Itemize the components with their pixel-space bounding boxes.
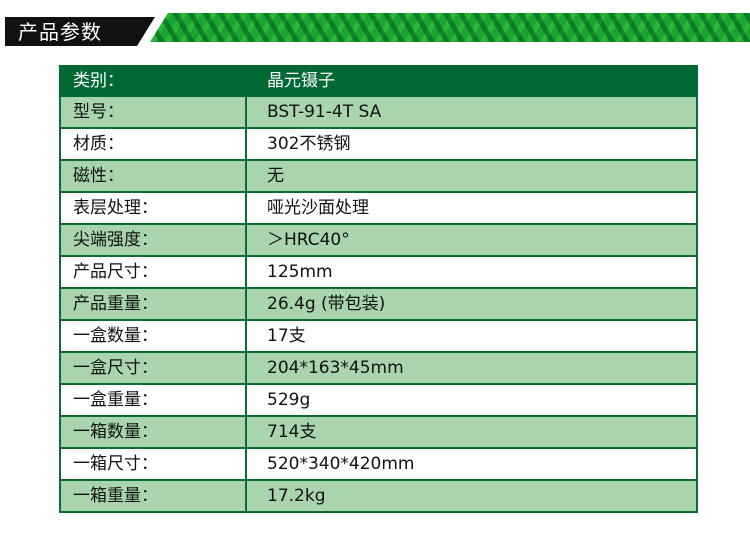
spec-value: 哑光沙面处理 <box>245 191 698 225</box>
table-row: 一盒数量： 17支 <box>59 319 698 353</box>
table-row: 一箱数量： 714支 <box>59 415 698 449</box>
section-title: 产品参数 <box>18 20 102 44</box>
spec-value: 302不锈钢 <box>245 127 698 161</box>
spec-label: 一盒重量： <box>59 383 247 417</box>
decorative-pattern-band <box>150 13 750 42</box>
spec-value: 204*163*45mm <box>245 351 698 385</box>
spec-value: 无 <box>245 159 698 193</box>
spec-label: 一箱重量： <box>59 479 247 513</box>
spec-value: 714支 <box>245 415 698 449</box>
spec-label: 磁性： <box>59 159 247 193</box>
header-label: 类别： <box>59 65 247 97</box>
table-row: 一箱尺寸： 520*340*420mm <box>59 447 698 481</box>
spec-value: 529g <box>245 383 698 417</box>
table-row: 尖端强度： ＞HRC40° <box>59 223 698 257</box>
spec-label: 型号： <box>59 95 247 129</box>
spec-label: 一盒尺寸： <box>59 351 247 385</box>
section-title-bar <box>5 17 155 46</box>
product-spec-table: 类别： 晶元镊子 型号： BST-91-4T SA 材质： 302不锈钢 磁性：无表层处… <box>59 65 698 513</box>
spec-value: 26.4g (带包装) <box>245 287 698 321</box>
spec-label: 尖端强度： <box>59 223 247 257</box>
spec-label: 一箱数量： <box>59 415 247 449</box>
table-row: 表层处理： 哑光沙面处理 <box>59 191 698 225</box>
table-row: 一盒重量： 529g <box>59 383 698 417</box>
table-row: 磁性：无 <box>59 159 698 193</box>
header-value: 晶元镊子 <box>245 65 698 97</box>
spec-label: 表层处理： <box>59 191 247 225</box>
spec-value: 17.2kg <box>245 479 698 513</box>
table-row: 型号： BST-91-4T SA <box>59 95 698 129</box>
spec-value: BST-91-4T SA <box>245 95 698 129</box>
spec-value: 125mm <box>245 255 698 289</box>
table-row: 产品尺寸： 125mm <box>59 255 698 289</box>
table-row: 产品重量： 26.4g (带包装) <box>59 287 698 321</box>
spec-label: 产品尺寸： <box>59 255 247 289</box>
table-row: 一盒尺寸： 204*163*45mm <box>59 351 698 385</box>
spec-label: 产品重量： <box>59 287 247 321</box>
spec-value: 17支 <box>245 319 698 353</box>
spec-label: 一盒数量： <box>59 319 247 353</box>
spec-value: ＞HRC40° <box>245 223 698 257</box>
spec-value: 520*340*420mm <box>245 447 698 481</box>
table-row: 材质： 302不锈钢 <box>59 127 698 161</box>
spec-label: 材质： <box>59 127 247 161</box>
table-header-row: 类别： 晶元镊子 <box>59 65 698 97</box>
table-row: 一箱重量： 17.2kg <box>59 479 698 513</box>
spec-label: 一箱尺寸： <box>59 447 247 481</box>
